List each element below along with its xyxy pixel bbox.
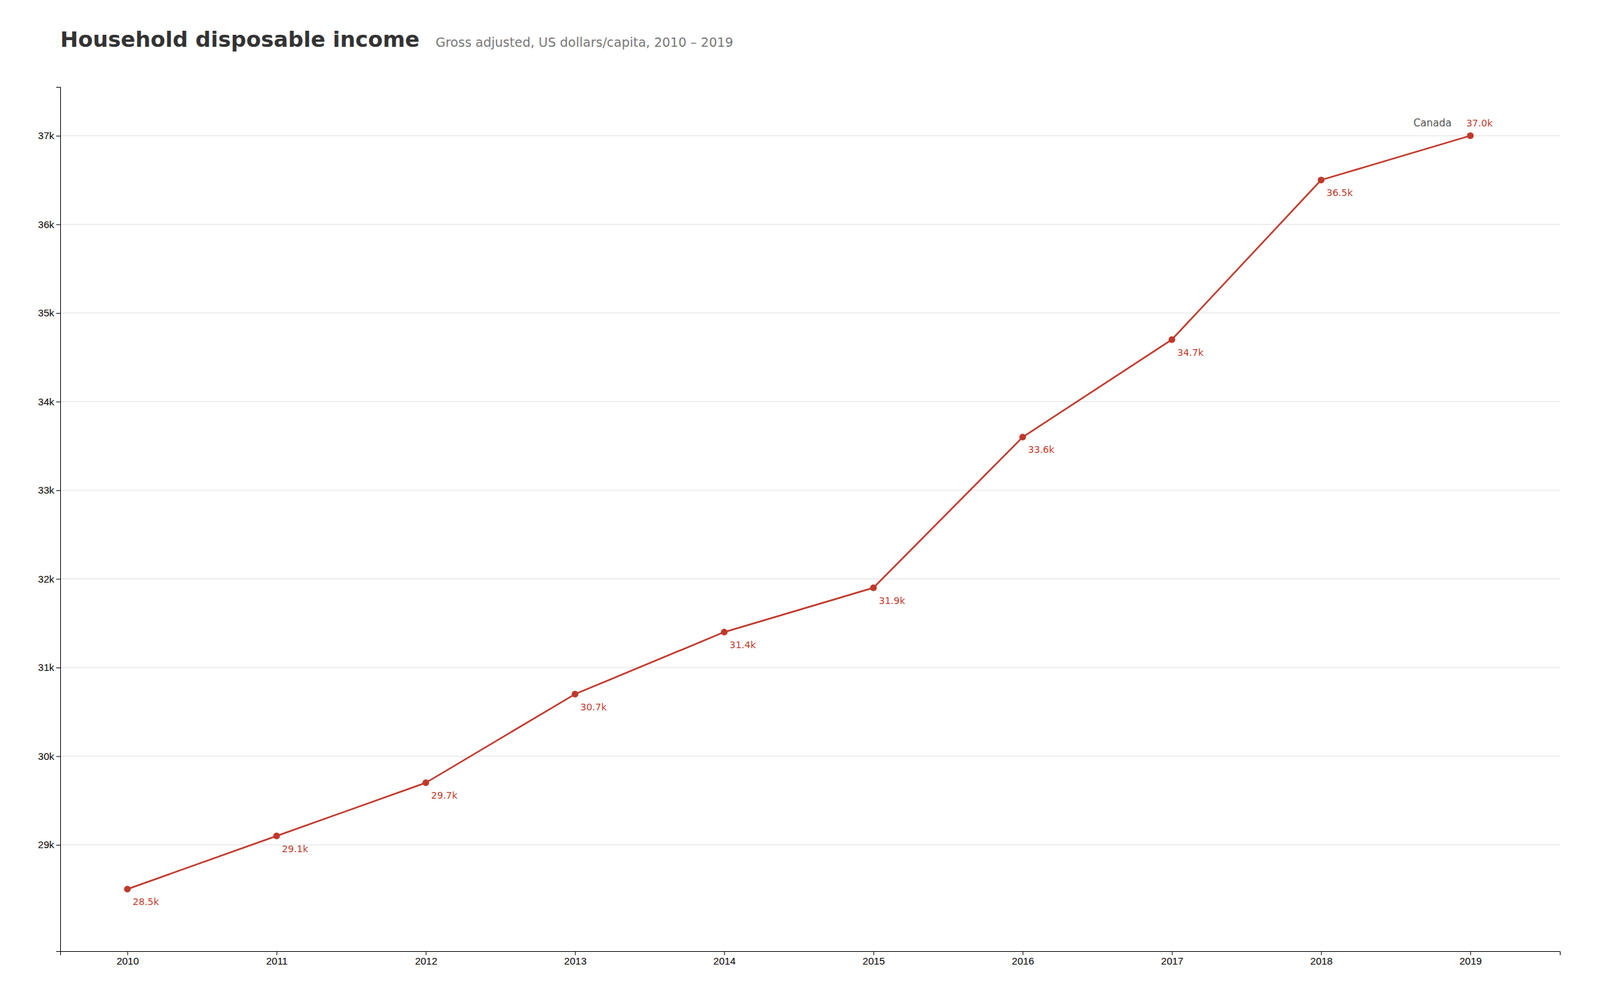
data-label: 29.1k: [281, 843, 309, 855]
grid-line: [60, 667, 1560, 668]
data-label: 29.7k: [430, 790, 458, 802]
x-axis: 2010 2011 2012 2013 2014 2015 2016 2017 2018 2019: [60, 951, 1561, 967]
data-label: 33.6k: [1027, 444, 1055, 456]
point: [1317, 176, 1325, 184]
y-tick-label: 37k: [38, 129, 55, 142]
x-tick-label: 2014: [713, 955, 736, 967]
x-tick: 2015: [862, 951, 885, 967]
x-tick: 2013: [564, 951, 587, 967]
y-tick: 37k: [38, 129, 61, 142]
y-tick-mark: [56, 313, 61, 314]
data-label: 34.7k: [1177, 347, 1204, 359]
data-label: 30.7k: [580, 701, 607, 713]
data-label: 37.0k: [1466, 117, 1493, 129]
x-tick-label: 2013: [564, 955, 587, 967]
line: [127, 135, 1471, 890]
data-label: 36.5k: [1326, 187, 1354, 199]
y-tick: 34k: [38, 396, 61, 408]
y-tick: 36k: [38, 218, 61, 231]
x-tick: 2016: [1011, 951, 1034, 967]
x-tick-label: 2018: [1310, 955, 1333, 967]
y-axis: 29k 30k 31k 32k 33k 34k 35k 36k 37k: [38, 87, 61, 953]
y-tick: 31k: [38, 661, 61, 674]
y-tick-label: 31k: [38, 661, 55, 674]
x-tick: 2010: [116, 951, 139, 967]
x-tick-label: 2010: [116, 955, 139, 967]
grid-line: [60, 756, 1560, 757]
y-tick-mark: [56, 224, 61, 225]
point: [1168, 336, 1176, 344]
chart: Household disposable income Gross adjuste…: [0, 0, 1600, 998]
y-tick-label: 33k: [38, 484, 55, 496]
point: [869, 584, 877, 592]
x-tick-label: 2019: [1459, 955, 1482, 967]
grid: [60, 135, 1560, 846]
labels: 28.5k 29.1k 29.7k 30.7k 31.4k 31.9k 33.6k 34.7k…: [132, 117, 1493, 908]
point: [1019, 433, 1026, 441]
y-tick-label: 34k: [38, 396, 55, 408]
y-tick-mark: [56, 490, 61, 492]
grid-line: [60, 578, 1560, 580]
data-label: 28.5k: [132, 896, 160, 908]
series-label: Canada: [1413, 117, 1452, 130]
x-tick-label: 2015: [862, 955, 885, 967]
marks: [123, 132, 1474, 893]
point: [1466, 132, 1474, 140]
y-tick-label: 30k: [38, 750, 55, 763]
grid-line: [60, 135, 1560, 136]
x-tick-label: 2012: [414, 955, 437, 967]
data-label: 31.9k: [878, 595, 906, 607]
y-tick-label: 36k: [38, 218, 55, 231]
y-tick-label: 29k: [38, 839, 55, 851]
subtitle: Gross adjusted, US dollars/capita, 2010 …: [435, 34, 734, 50]
y-tick: 30k: [38, 750, 61, 763]
y-tick: 33k: [38, 484, 61, 496]
grid-line: [60, 312, 1560, 314]
y-tick: 35k: [38, 307, 61, 319]
y-tick-label: 32k: [38, 573, 55, 585]
y-tick: 29k: [38, 839, 61, 851]
y-tick-mark: [56, 845, 61, 846]
x-tick: 2011: [266, 951, 288, 967]
x-tick-label: 2017: [1161, 955, 1184, 967]
x-tick: 2012: [414, 951, 437, 967]
point: [571, 691, 579, 698]
point: [422, 779, 429, 787]
y-tick-mark: [56, 667, 61, 669]
y-tick-mark: [56, 135, 61, 137]
grid-line: [60, 489, 1560, 491]
plot-area: 29k30k31k32k33k34k35k36k37k2010201120122…: [38, 87, 1561, 967]
y-tick-mark: [56, 401, 61, 403]
y-tick-mark: [56, 578, 61, 580]
y-tick-mark: [56, 756, 61, 757]
y-axis-line: [56, 87, 61, 953]
data-label: 31.4k: [729, 639, 757, 651]
title: Household disposable income: [60, 26, 420, 53]
x-tick: 2019: [1459, 951, 1482, 967]
y-tick-label: 35k: [38, 307, 55, 319]
x-tick-label: 2011: [266, 955, 288, 967]
point: [273, 833, 280, 840]
x-tick: 2017: [1161, 951, 1184, 967]
x-tick: 2014: [713, 951, 736, 967]
x-tick-label: 2016: [1011, 955, 1034, 967]
x-tick: 2018: [1310, 951, 1333, 967]
point: [123, 885, 131, 893]
grid-line: [60, 224, 1560, 225]
point: [720, 629, 728, 636]
y-tick: 32k: [38, 573, 61, 585]
grid-line: [60, 401, 1560, 403]
